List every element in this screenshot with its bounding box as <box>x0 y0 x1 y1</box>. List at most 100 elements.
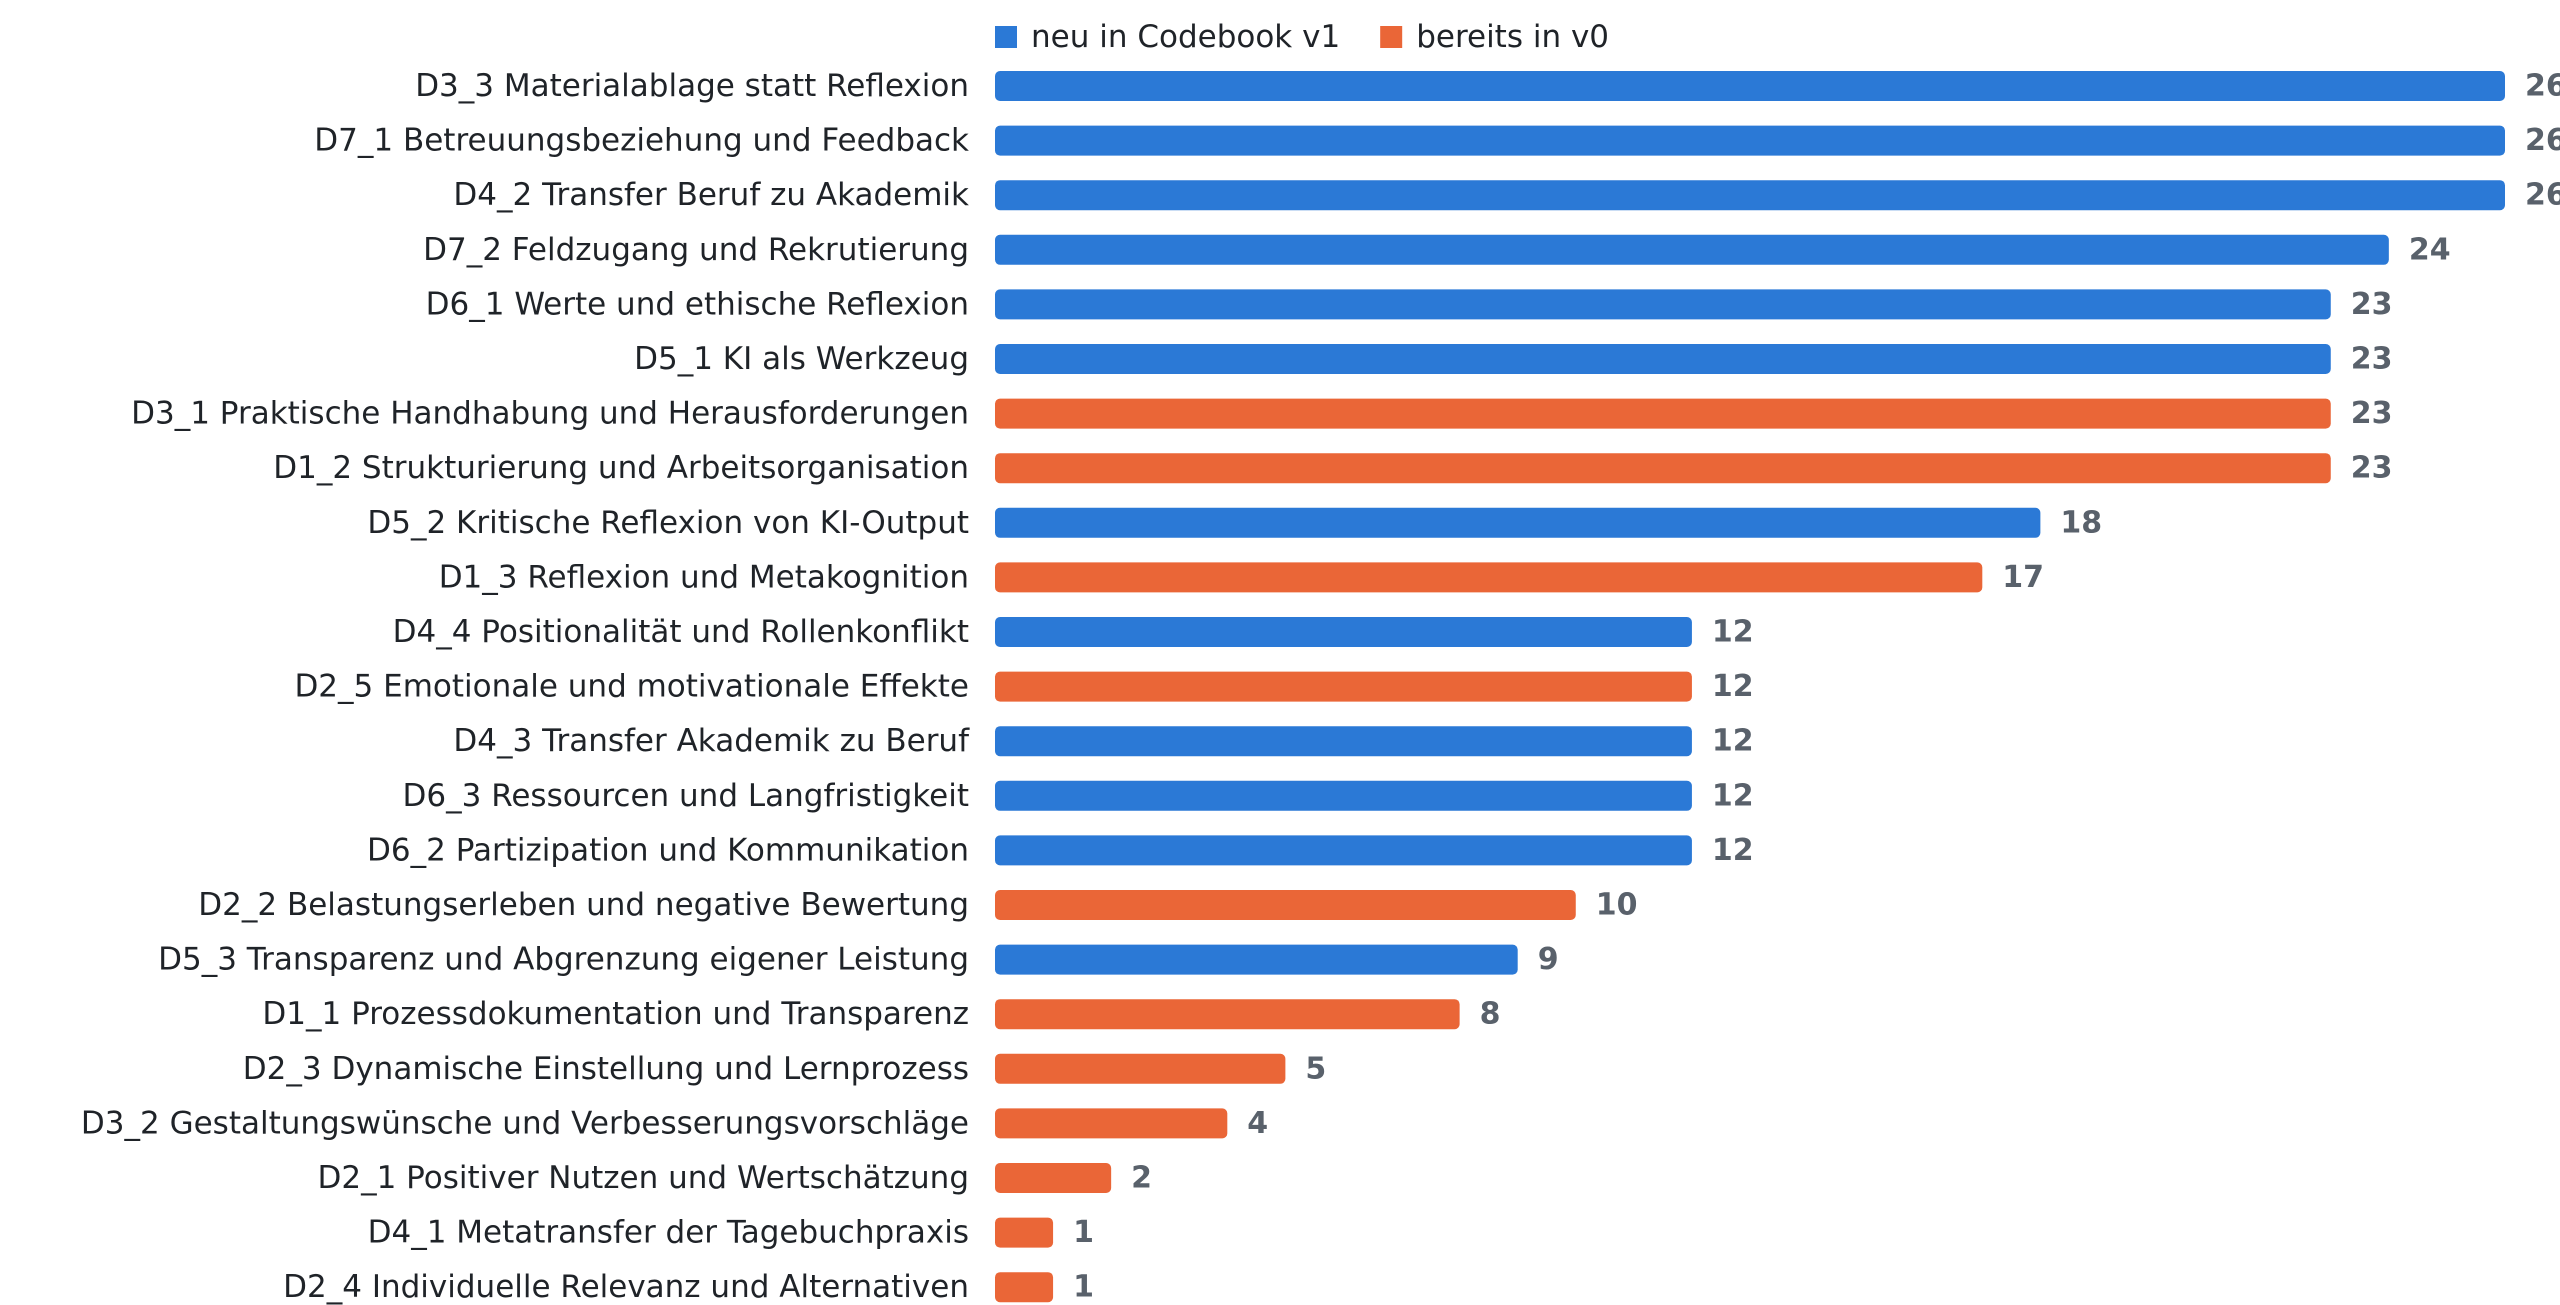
value-label: 8 <box>1480 997 1501 1032</box>
bar <box>995 1272 1054 1303</box>
legend-swatch <box>1380 26 1403 48</box>
bar <box>995 453 2331 484</box>
category-label: D4_3 Transfer Akademik zu Beruf <box>453 723 970 759</box>
value-label: 17 <box>2002 560 2044 595</box>
category-label: D6_2 Partizipation und Kommunikation <box>367 832 969 868</box>
legend: neu in Codebook v1 bereits in v0 <box>995 19 1609 55</box>
bar-row: D7_2 Feldzugang und Rekrutierung 24 <box>423 232 2450 268</box>
value-label: 4 <box>1247 1106 1268 1141</box>
bar-row: D7_1 Betreuungsbeziehung und Feedback 26 <box>314 123 2560 159</box>
bars: D3_3 Materialablage statt Reflexion 26D7_… <box>81 68 2560 1305</box>
bar <box>995 71 2505 101</box>
bar <box>995 234 2389 265</box>
bar-row: D5_3 Transparenz und Abgrenzung eigener … <box>158 942 1558 978</box>
legend-label: neu in Codebook v1 <box>1031 19 1340 55</box>
category-label: D4_1 Metatransfer der Tagebuchpraxis <box>368 1215 969 1251</box>
bar <box>995 1108 1228 1139</box>
value-label: 12 <box>1712 669 1754 704</box>
value-label: 26 <box>2525 178 2560 213</box>
bar <box>995 1163 1112 1193</box>
bar-row: D2_5 Emotionale und motivationale Effekt… <box>294 669 1753 705</box>
bar-row: D2_2 Belastungserleben und negative Bewe… <box>198 887 1637 923</box>
category-label: D1_3 Reflexion und Metakognition <box>439 559 969 595</box>
value-label: 26 <box>2525 69 2560 104</box>
legend-item: neu in Codebook v1 <box>995 19 1340 55</box>
bar-row: D4_4 Positionalität und Rollenkonflikt 12 <box>393 614 1754 650</box>
value-label: 23 <box>2351 451 2393 486</box>
bar-row: D6_1 Werte und ethische Reflexion 23 <box>426 286 2393 322</box>
bar-row: D6_2 Partizipation und Kommunikation 12 <box>367 832 1754 868</box>
value-label: 2 <box>1131 1161 1152 1196</box>
value-label: 12 <box>1712 724 1754 759</box>
bar <box>995 562 1983 593</box>
value-label: 10 <box>1596 888 1638 923</box>
category-label: D5_2 Kritische Reflexion von KI-Output <box>367 505 969 541</box>
category-label: D3_1 Praktische Handhabung und Herausfor… <box>131 396 969 432</box>
bar <box>995 944 1518 975</box>
bar <box>995 125 2505 156</box>
category-label: D2_3 Dynamische Einstellung und Lernproz… <box>243 1051 969 1087</box>
category-label: D7_2 Feldzugang und Rekrutierung <box>423 232 969 268</box>
category-label: D2_2 Belastungserleben und negative Bewe… <box>198 887 969 923</box>
bar-row: D1_2 Strukturierung und Arbeitsorganisat… <box>273 450 2392 486</box>
bar-row: D3_3 Materialablage statt Reflexion 26 <box>415 68 2560 104</box>
value-label: 12 <box>1712 833 1754 868</box>
bar <box>995 671 1692 702</box>
bar-row: D4_2 Transfer Beruf zu Akademik 26 <box>453 177 2560 213</box>
category-label: D2_5 Emotionale und motivationale Effekt… <box>294 669 969 705</box>
bar <box>995 1053 1286 1084</box>
value-label: 24 <box>2409 232 2451 267</box>
bar <box>995 999 1460 1030</box>
legend-label: bereits in v0 <box>1416 19 1609 55</box>
legend-swatch <box>995 26 1017 48</box>
category-label: D5_1 KI als Werkzeug <box>634 341 969 377</box>
category-label: D2_1 Positiver Nutzen und Wertschätzung <box>318 1160 969 1196</box>
bar-row: D4_3 Transfer Akademik zu Beruf 12 <box>453 723 1753 759</box>
category-label: D4_2 Transfer Beruf zu Akademik <box>453 177 969 213</box>
category-label: D3_2 Gestaltungswünsche und Verbesserung… <box>81 1105 969 1141</box>
category-label: D3_3 Materialablage statt Reflexion <box>415 68 969 104</box>
category-label: D6_3 Ressourcen und Langfristigkeit <box>403 778 969 814</box>
bar <box>995 835 1692 866</box>
category-label: D4_4 Positionalität und Rollenkonflikt <box>393 614 969 650</box>
value-label: 12 <box>1712 615 1754 650</box>
bar <box>995 1217 1054 1248</box>
value-label: 5 <box>1305 1051 1326 1086</box>
bar-row: D5_2 Kritische Reflexion von KI-Output 18 <box>367 505 2102 541</box>
bar <box>995 180 2505 211</box>
legend-item: bereits in v0 <box>1380 19 1609 55</box>
bar-row: D3_2 Gestaltungswünsche und Verbesserung… <box>81 1105 1268 1141</box>
bar <box>995 344 2331 374</box>
bar <box>995 726 1692 757</box>
category-label: D6_1 Werte und ethische Reflexion <box>426 286 969 322</box>
value-label: 12 <box>1712 778 1754 813</box>
bar-row: D6_3 Ressourcen und Langfristigkeit 12 <box>403 778 1754 814</box>
category-label: D7_1 Betreuungsbeziehung und Feedback <box>314 123 969 159</box>
bar-row: D2_3 Dynamische Einstellung und Lernproz… <box>243 1051 1326 1087</box>
bar <box>995 890 1576 920</box>
bar-row: D2_1 Positiver Nutzen und Wertschätzung 2 <box>318 1160 1153 1196</box>
category-label: D1_1 Prozessdokumentation und Transparen… <box>262 996 969 1032</box>
bar <box>995 780 1692 811</box>
value-label: 23 <box>2351 342 2393 377</box>
category-label: D1_2 Strukturierung und Arbeitsorganisat… <box>273 450 969 486</box>
bar-row: D1_3 Reflexion und Metakognition 17 <box>439 559 2044 595</box>
category-label: D5_3 Transparenz und Abgrenzung eigener … <box>158 942 969 978</box>
bar-row: D4_1 Metatransfer der Tagebuchpraxis 1 <box>368 1215 1094 1251</box>
bar <box>995 289 2331 320</box>
bar <box>995 398 2331 429</box>
value-label: 9 <box>1538 942 1559 977</box>
bar-row: D1_1 Prozessdokumentation und Transparen… <box>262 996 1500 1032</box>
bar <box>995 617 1692 647</box>
value-label: 18 <box>2060 505 2102 540</box>
value-label: 23 <box>2351 396 2393 431</box>
value-label: 26 <box>2525 123 2560 158</box>
value-label: 1 <box>1073 1215 1094 1250</box>
value-label: 23 <box>2351 287 2393 322</box>
bar-row: D2_4 Individuelle Relevanz und Alternati… <box>283 1269 1094 1305</box>
category-label: D2_4 Individuelle Relevanz und Alternati… <box>283 1269 969 1305</box>
bar <box>995 507 2041 538</box>
bar-row: D5_1 KI als Werkzeug 23 <box>634 341 2392 377</box>
